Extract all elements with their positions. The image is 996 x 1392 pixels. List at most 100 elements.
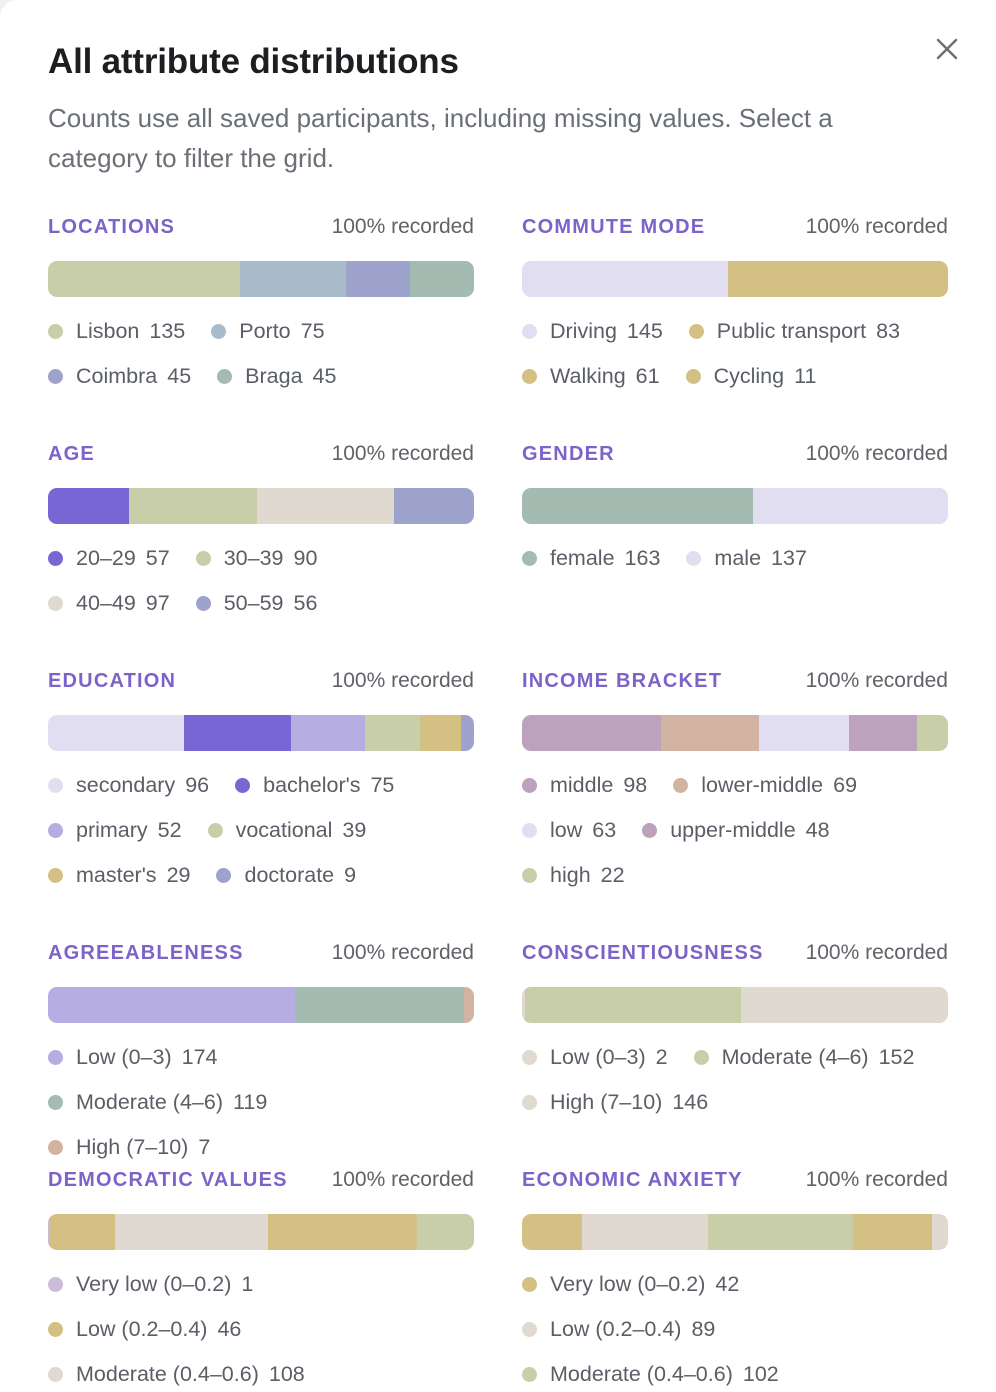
bar-segment[interactable] bbox=[522, 488, 754, 524]
bar-segment[interactable] bbox=[394, 488, 474, 524]
bar-segment[interactable] bbox=[239, 261, 347, 297]
bar-segment[interactable] bbox=[268, 1214, 418, 1250]
attribute-card: DEMOCRATIC VALUES 100% recorded Very low (… bbox=[48, 1161, 474, 1392]
recorded-percentage: 100% recorded bbox=[331, 669, 474, 692]
bar-segment[interactable] bbox=[932, 261, 948, 297]
bar-segment[interactable] bbox=[49, 1214, 115, 1250]
legend-item[interactable]: male 137 bbox=[686, 536, 807, 581]
legend-item[interactable]: Low (0–3) 174 bbox=[48, 1035, 217, 1080]
bar-segment[interactable] bbox=[48, 488, 129, 524]
distribution-bar[interactable] bbox=[48, 987, 474, 1023]
legend-item[interactable]: Low (0.2–0.4) 89 bbox=[522, 1307, 715, 1352]
bar-segment[interactable] bbox=[48, 261, 240, 297]
legend-item[interactable]: doctorate 9 bbox=[216, 853, 356, 898]
legend-item[interactable]: Lisbon 135 bbox=[48, 309, 185, 354]
color-dot-icon bbox=[211, 324, 227, 339]
bar-segment[interactable] bbox=[524, 987, 741, 1023]
bar-segment[interactable] bbox=[128, 488, 257, 524]
distribution-bar[interactable] bbox=[522, 488, 948, 524]
color-dot-icon bbox=[216, 868, 232, 883]
legend-item[interactable]: lower-middle 69 bbox=[673, 763, 857, 808]
legend-item[interactable]: high 22 bbox=[522, 853, 625, 898]
distribution-bar[interactable] bbox=[48, 261, 474, 297]
bar-segment[interactable] bbox=[290, 715, 365, 751]
legend-item[interactable]: Porto 75 bbox=[211, 309, 325, 354]
attribute-card: ECONOMIC ANXIETY 100% recorded Very low (0… bbox=[522, 1161, 948, 1392]
distribution-bar[interactable] bbox=[48, 715, 474, 751]
bar-segment[interactable] bbox=[464, 987, 474, 1023]
bar-segment[interactable] bbox=[661, 715, 760, 751]
bar-segment[interactable] bbox=[932, 1214, 948, 1250]
legend-item[interactable]: Very low (0–0.2) 42 bbox=[522, 1262, 739, 1307]
legend-item[interactable]: Public transport 83 bbox=[688, 309, 900, 354]
legend-count: 42 bbox=[715, 1272, 740, 1296]
bar-segment[interactable] bbox=[48, 987, 296, 1023]
legend-item[interactable]: Moderate (4–6) 152 bbox=[693, 1035, 914, 1080]
bar-segment[interactable] bbox=[48, 1214, 50, 1250]
legend-item[interactable]: Coimbra 45 bbox=[48, 354, 191, 399]
bar-segment[interactable] bbox=[708, 1214, 853, 1250]
bar-segment[interactable] bbox=[916, 715, 948, 751]
legend-item[interactable]: vocational 39 bbox=[207, 808, 366, 853]
legend-item[interactable]: 20–29 57 bbox=[48, 536, 170, 581]
bar-segment[interactable] bbox=[753, 488, 948, 524]
legend-item[interactable]: Moderate (0.4–0.6) 102 bbox=[522, 1352, 779, 1392]
legend-item[interactable]: Low (0–3) 2 bbox=[522, 1035, 668, 1080]
bar-segment[interactable] bbox=[346, 261, 411, 297]
legend-item[interactable]: middle 98 bbox=[522, 763, 647, 808]
legend-item[interactable]: bachelor's 75 bbox=[235, 763, 394, 808]
attribute-title: CONSCIENTIOUSNESS bbox=[522, 941, 764, 964]
legend-item[interactable]: secondary 96 bbox=[48, 763, 209, 808]
bar-segment[interactable] bbox=[759, 715, 849, 751]
attribute-title: INCOME BRACKET bbox=[522, 669, 723, 692]
bar-segment[interactable] bbox=[852, 1214, 933, 1250]
distribution-bar[interactable] bbox=[522, 715, 948, 751]
bar-segment[interactable] bbox=[184, 715, 291, 751]
bar-segment[interactable] bbox=[522, 261, 728, 297]
legend-item[interactable]: 40–49 97 bbox=[48, 581, 170, 626]
bar-segment[interactable] bbox=[848, 715, 917, 751]
legend-item[interactable]: primary 52 bbox=[48, 808, 182, 853]
legend-item[interactable]: Moderate (4–6) 119 bbox=[48, 1080, 267, 1125]
legend-item[interactable]: Walking 61 bbox=[522, 354, 660, 399]
bar-segment[interactable] bbox=[727, 261, 846, 297]
distribution-bar[interactable] bbox=[48, 1214, 474, 1250]
bar-segment[interactable] bbox=[522, 715, 662, 751]
legend-item[interactable]: Very low (0–0.2) 1 bbox=[48, 1262, 253, 1307]
bar-segment[interactable] bbox=[461, 715, 474, 751]
bar-segment[interactable] bbox=[295, 987, 465, 1023]
legend-item[interactable]: High (7–10) 7 bbox=[48, 1125, 210, 1170]
legend-item[interactable]: Driving 145 bbox=[522, 309, 663, 354]
distribution-bar[interactable] bbox=[522, 987, 948, 1023]
legend-item[interactable]: master's 29 bbox=[48, 853, 190, 898]
bar-segment[interactable] bbox=[48, 715, 185, 751]
legend-count: 137 bbox=[771, 546, 807, 570]
legend-item[interactable]: 30–39 90 bbox=[195, 536, 317, 581]
bar-segment[interactable] bbox=[740, 987, 948, 1023]
distribution-bar[interactable] bbox=[48, 488, 474, 524]
legend-label: lower-middle bbox=[701, 773, 824, 797]
bar-segment[interactable] bbox=[256, 488, 395, 524]
legend-item[interactable]: upper-middle 48 bbox=[642, 808, 830, 853]
legend-item[interactable]: low 63 bbox=[522, 808, 616, 853]
distribution-bar[interactable] bbox=[522, 1214, 948, 1250]
legend-item[interactable]: High (7–10) 146 bbox=[522, 1080, 708, 1125]
legend-item[interactable]: Braga 45 bbox=[217, 354, 336, 399]
legend-item[interactable]: Moderate (0.4–0.6) 108 bbox=[48, 1352, 305, 1392]
bar-segment[interactable] bbox=[420, 715, 462, 751]
bar-segment[interactable] bbox=[845, 261, 933, 297]
legend-item[interactable]: female 163 bbox=[522, 536, 660, 581]
bar-segment[interactable] bbox=[581, 1214, 708, 1250]
bar-segment[interactable] bbox=[417, 1214, 474, 1250]
bar-segment[interactable] bbox=[364, 715, 421, 751]
bar-segment[interactable] bbox=[522, 987, 525, 1023]
bar-segment[interactable] bbox=[410, 261, 474, 297]
distribution-bar[interactable] bbox=[522, 261, 948, 297]
bar-segment[interactable] bbox=[114, 1214, 269, 1250]
legend-label: Low (0.2–0.4) bbox=[76, 1317, 208, 1341]
legend-item[interactable]: Low (0.2–0.4) 46 bbox=[48, 1307, 241, 1352]
legend-item[interactable]: Cycling 11 bbox=[685, 354, 816, 399]
legend-item[interactable]: 50–59 56 bbox=[195, 581, 317, 626]
bar-segment[interactable] bbox=[522, 1214, 582, 1250]
close-button[interactable] bbox=[930, 32, 964, 66]
